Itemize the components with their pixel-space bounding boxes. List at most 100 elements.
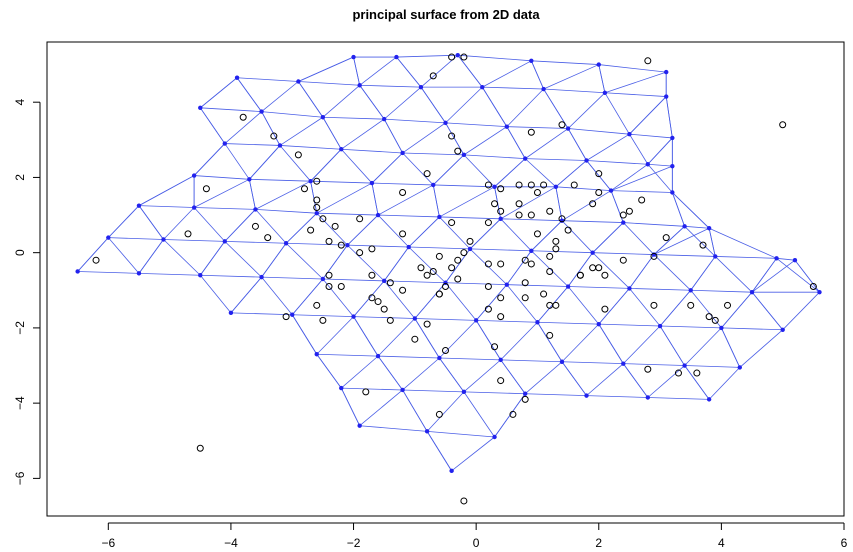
mesh-edge [316,316,354,355]
mesh-edge [684,365,740,368]
data-point [540,290,548,298]
mesh-edge [359,85,385,120]
data-point [552,245,560,253]
mesh-edge [500,218,532,252]
data-point [239,113,247,121]
mesh-edge [341,148,403,154]
mesh-node [565,126,571,131]
mesh-node [713,254,718,259]
mesh-edge [555,186,563,221]
mesh-edge [200,77,238,109]
data-point [601,271,609,279]
mesh-node [406,244,411,250]
x-tick-label: 6 [841,536,848,550]
mesh-node [136,203,142,208]
mesh-edge [506,250,532,285]
mesh-node [664,69,669,75]
data-point [362,388,370,396]
data-point [540,181,548,189]
data-point [705,313,713,321]
mesh-edge [653,226,685,255]
mesh-edge [377,318,416,357]
mesh-node [320,115,326,120]
mesh-edge [420,86,446,124]
data-point [533,188,541,196]
mesh-edge [567,128,587,161]
mesh-edge [647,137,673,165]
mesh-edge [310,180,372,184]
mesh-edge [163,239,225,242]
data-point [307,226,315,234]
data-point [368,271,376,279]
mesh-node [792,257,798,263]
mesh-edge [359,425,428,432]
data-point [497,207,505,215]
mesh-edge [341,387,403,391]
mesh-node [191,205,197,210]
data-point [724,301,732,309]
mesh-node [296,79,301,84]
mesh-edge [610,163,649,191]
data-point [454,256,462,264]
data-point [423,271,431,279]
mesh-node [627,286,632,291]
mesh-edge [653,254,692,291]
data-point [693,369,701,377]
mesh-node [584,158,589,163]
mesh-edge [647,397,710,400]
data-point [423,170,431,178]
mesh-edge [433,184,495,188]
mesh-node [492,184,497,190]
mesh-node [682,224,687,229]
mesh-edge [604,92,667,97]
mesh-node [394,54,399,60]
mesh-edge [383,280,416,319]
mesh-node [424,429,430,434]
mesh-edge [138,239,164,274]
data-point [515,181,523,189]
mesh-edge [285,242,324,280]
data-point [497,377,505,385]
data-point [546,207,554,215]
mesh-edge [561,323,600,363]
mesh-node [749,289,755,295]
mesh-edge [193,143,226,176]
data-point [601,305,609,313]
mesh-edge [623,222,655,255]
data-point [313,301,321,309]
mesh-edge [482,86,544,90]
y-tick-label: −2 [13,321,27,335]
y-tick-label: 4 [13,99,27,106]
data-point [589,200,597,208]
mesh-node [817,289,822,295]
mesh-node [253,207,258,212]
mesh-edge [377,214,410,248]
data-point [484,260,492,268]
mesh-node [314,352,319,357]
mesh-edge [402,357,440,391]
mesh-edge [463,391,526,395]
data-point [515,200,523,208]
mesh-node [523,156,528,161]
mesh-edge [470,248,532,252]
mesh-edge [776,257,795,261]
mesh-node [706,397,712,402]
mesh-edge [561,220,624,223]
mesh-edge [138,175,195,206]
mesh-node [351,314,356,319]
mesh-edge [261,276,293,315]
mesh-node [719,325,724,331]
mesh-node [670,163,675,169]
mesh-node [621,220,626,225]
mesh-edge [138,205,195,208]
data-point [546,331,554,339]
mesh-edge [371,152,403,184]
mesh-edge [298,81,324,118]
x-axis: −6 −4 −2 0 2 4 6 [101,522,848,550]
data-point [546,267,554,275]
mesh-edge [567,252,593,287]
mesh-edge [451,436,495,472]
mesh-edge [445,122,507,128]
mesh-edge [751,259,796,293]
mesh-edge [279,116,324,146]
